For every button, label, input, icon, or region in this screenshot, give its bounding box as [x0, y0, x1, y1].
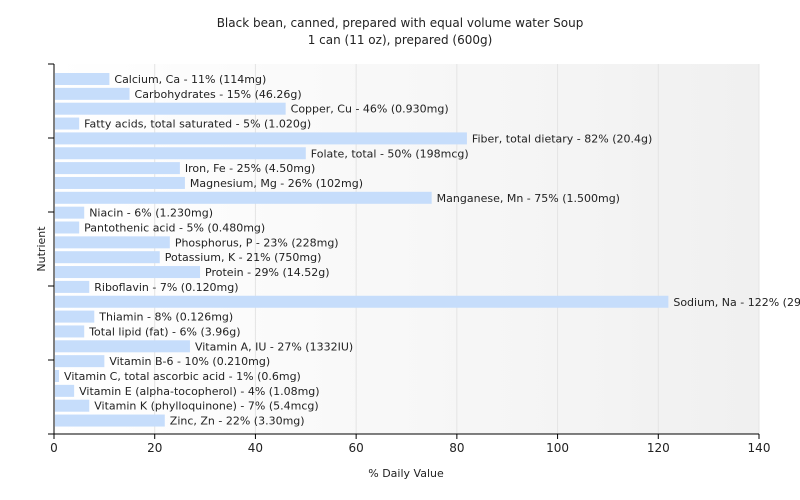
bar [55, 147, 306, 160]
bar-label: Pantothenic acid - 5% (0.480mg) [84, 222, 265, 235]
bar [55, 221, 80, 234]
bar [55, 310, 95, 323]
x-tick-label: 80 [449, 441, 464, 455]
bar [55, 384, 75, 397]
bar-label: Vitamin A, IU - 27% (1332IU) [195, 340, 353, 353]
bar-label: Riboflavin - 7% (0.120mg) [94, 281, 238, 294]
x-tick-label: 0 [50, 441, 58, 455]
bar-label: Thiamin - 8% (0.126mg) [98, 311, 233, 324]
bar-label: Sodium, Na - 122% (2922mg) [673, 296, 800, 309]
bar [55, 280, 90, 293]
bar-label: Vitamin C, total ascorbic acid - 1% (0.6… [64, 370, 301, 383]
bar-label: Protein - 29% (14.52g) [205, 266, 330, 279]
bar-label: Potassium, K - 21% (750mg) [165, 251, 322, 264]
chart-title: Black bean, canned, prepared with equal … [217, 16, 584, 30]
bar [55, 176, 185, 189]
bar-label: Vitamin B-6 - 10% (0.210mg) [109, 355, 270, 368]
x-tick-label: 120 [647, 441, 670, 455]
chart-subtitle: 1 can (11 oz), prepared (600g) [308, 33, 493, 47]
plot-background [54, 64, 759, 434]
bar-label: Zinc, Zn - 22% (3.30mg) [170, 415, 305, 428]
bar [55, 355, 105, 368]
bar-label: Niacin - 6% (1.230mg) [89, 207, 213, 220]
bar [55, 236, 170, 249]
bar [55, 87, 130, 100]
bar-label: Total lipid (fat) - 6% (3.96g) [88, 325, 240, 338]
bar [55, 117, 80, 130]
bar [55, 370, 60, 382]
x-tick-label: 40 [248, 441, 263, 455]
bar-label: Copper, Cu - 46% (0.930mg) [291, 103, 449, 116]
bar [55, 191, 432, 204]
bar-label: Fiber, total dietary - 82% (20.4g) [472, 132, 652, 145]
bar [55, 325, 85, 338]
bar [55, 132, 467, 145]
bar [55, 251, 160, 264]
bars [55, 73, 669, 427]
bar [55, 340, 190, 353]
gridlines [154, 64, 760, 434]
bar [55, 102, 286, 115]
y-axis-label: Nutrient [35, 226, 48, 272]
bar-label: Iron, Fe - 25% (4.50mg) [185, 162, 315, 175]
bar [55, 206, 85, 219]
axes [53, 64, 759, 435]
bar-label: Vitamin E (alpha-tocopherol) - 4% (1.08m… [79, 385, 319, 398]
bar-labels: Calcium, Ca - 11% (114mg) Carbohydrates -… [64, 73, 800, 428]
bar [55, 266, 201, 279]
x-ticks: 0 20 40 60 80 100 120 140 [50, 434, 770, 455]
bar-label: Magnesium, Mg - 26% (102mg) [190, 177, 363, 190]
bar-label: Carbohydrates - 15% (46.26g) [135, 88, 302, 101]
bar-label: Fatty acids, total saturated - 5% (1.020… [84, 118, 311, 131]
bar [55, 295, 669, 308]
bar-label: Manganese, Mn - 75% (1.500mg) [437, 192, 620, 205]
y-ticks [48, 63, 54, 435]
bar-label: Folate, total - 50% (198mcg) [311, 147, 469, 160]
x-tick-label: 100 [546, 441, 569, 455]
x-tick-label: 20 [147, 441, 162, 455]
x-tick-label: 60 [349, 441, 364, 455]
x-tick-label: 140 [748, 441, 771, 455]
bar [55, 414, 165, 427]
bar [55, 399, 90, 412]
bar [55, 73, 110, 85]
bar [55, 162, 180, 175]
bar-label: Phosphorus, P - 23% (228mg) [175, 236, 339, 249]
bar-label: Vitamin K (phylloquinone) - 7% (5.4mcg) [94, 400, 318, 413]
x-axis-label: % Daily Value [368, 467, 444, 480]
bar-label: Calcium, Ca - 11% (114mg) [114, 73, 266, 86]
